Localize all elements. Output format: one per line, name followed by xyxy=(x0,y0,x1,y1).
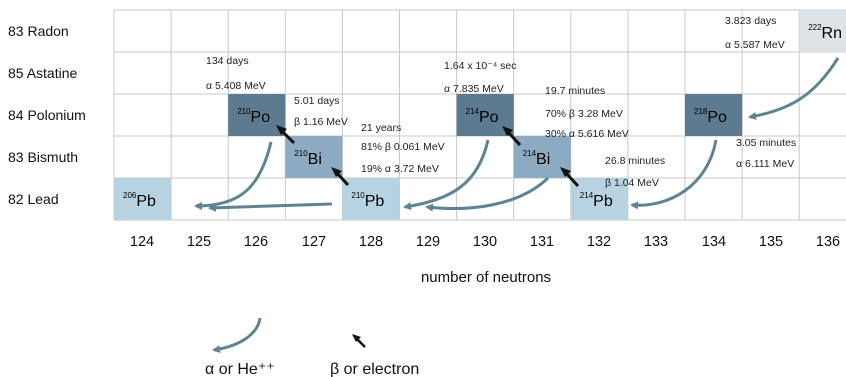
annotations: 3.823 days α 5.587 MeV 134 days α 5.408 … xyxy=(206,15,796,189)
bi210-beta: β 1.16 MeV xyxy=(294,116,348,128)
col-label-126: 126 xyxy=(244,234,268,250)
row-label-astatine: 85 Astatine xyxy=(8,65,77,81)
decay-arrows xyxy=(194,57,840,212)
nuclide-bi210: 210Bi xyxy=(285,136,343,178)
beta-legend-label: β or electron xyxy=(330,361,419,377)
nuclide-cell-bg xyxy=(799,10,846,52)
nuclide-label: 214Pb xyxy=(580,191,613,210)
nuclide-cell-bg xyxy=(342,178,400,220)
col-label-135: 135 xyxy=(759,234,783,250)
pb214-halflife: 26.8 minutes xyxy=(605,155,665,167)
nuclide-po218: 218Po xyxy=(685,94,743,136)
po214-halflife: 1.64 x 10⁻⁴ sec xyxy=(444,60,517,72)
bi214-beta: 70% β 3.28 MeV xyxy=(545,108,623,120)
po210-halflife: 134 days xyxy=(206,55,249,67)
pb210-alpha: 19% α 3.72 MeV xyxy=(361,163,439,175)
arrow-bi214-to-po214 xyxy=(502,126,522,147)
nuclide-label: 210Bi xyxy=(294,149,322,168)
po210-alpha: α 5.408 MeV xyxy=(206,80,266,92)
rn222-alpha: α 5.587 MeV xyxy=(725,39,785,51)
arrow-po218-to-pb214 xyxy=(630,139,718,210)
col-label-128: 128 xyxy=(359,234,383,250)
po218-halflife: 3.05 minutes xyxy=(736,137,796,149)
nuclide-cell-bg xyxy=(685,94,743,136)
bi214-alpha: 30% α 5.616 MeV xyxy=(545,128,629,140)
beta-legend-arrow-icon xyxy=(352,334,366,348)
nuclide-cell-bg xyxy=(114,178,172,220)
col-label-133: 133 xyxy=(644,234,668,250)
nuclide-label: 210Po xyxy=(237,107,270,126)
nuclide-cell-bg xyxy=(570,178,628,220)
alpha-legend-arrow-icon xyxy=(212,317,262,354)
pb210-beta: 81% β 0.061 MeV xyxy=(361,141,445,153)
col-label-131: 131 xyxy=(530,234,554,250)
col-label-124: 124 xyxy=(130,234,154,250)
arrow-pb210-to-pb206 xyxy=(208,202,333,212)
column-labels: 124 125 126 127 128 129 130 131 132 133 … xyxy=(130,234,840,250)
arrow-po210-to-pb206 xyxy=(194,141,273,210)
col-label-134: 134 xyxy=(702,234,726,250)
nuclide-label: 218Po xyxy=(694,107,727,126)
pb214-beta: β 1.04 MeV xyxy=(605,177,659,189)
row-label-radon: 83 Radon xyxy=(8,23,69,39)
po218-alpha: α 6.111 MeV xyxy=(736,158,794,170)
row-label-lead: 82 Lead xyxy=(8,191,59,207)
nuclide-label: 210Pb xyxy=(351,191,384,210)
nuclide-rn222: 222Rn xyxy=(799,10,846,52)
col-label-125: 125 xyxy=(187,234,211,250)
arrow-rn222-to-po218 xyxy=(748,57,840,120)
arrow-po214-to-pb210 xyxy=(403,139,490,211)
nuclide-cell-bg xyxy=(513,136,571,178)
nuclide-label: 214Po xyxy=(466,107,499,126)
col-label-132: 132 xyxy=(587,234,611,250)
nuclide-bi214: 214Bi xyxy=(513,136,571,178)
nuclide-po210: 210Po xyxy=(228,94,286,136)
col-label-130: 130 xyxy=(473,234,497,250)
nuclide-label: 206Pb xyxy=(123,191,156,210)
nuclide-pb206: 206Pb xyxy=(114,178,172,220)
pb210-halflife: 21 years xyxy=(361,122,401,134)
arrow-pb210-to-bi210 xyxy=(331,167,350,187)
nuclide-cells: 206Pb 210Po 210Bi 210Pb 214Po 214Bi 214Pb 218Po… xyxy=(114,10,846,220)
axis-title: number of neutrons xyxy=(421,269,551,286)
col-label-129: 129 xyxy=(416,234,440,250)
nuclide-cell-bg xyxy=(285,136,343,178)
rn222-halflife: 3.823 days xyxy=(725,15,776,27)
arrow-bi210-to-po210 xyxy=(276,125,296,145)
po214-alpha: α 7.835 MeV xyxy=(444,83,504,95)
alpha-legend-label: α or He⁺⁺ xyxy=(205,361,275,377)
col-label-136: 136 xyxy=(816,234,840,250)
nuclide-label: 214Bi xyxy=(523,149,551,168)
nuclide-pb210: 210Pb xyxy=(342,178,400,220)
legend: α or He⁺⁺ β or electron xyxy=(205,317,419,377)
nuclide-pb214: 214Pb xyxy=(570,178,628,220)
row-label-bismuth: 83 Bismuth xyxy=(8,149,78,165)
row-labels: 83 Radon 85 Astatine 84 Polonium 83 Bism… xyxy=(8,23,86,207)
col-label-127: 127 xyxy=(302,234,326,250)
bi210-halflife: 5.01 days xyxy=(294,95,340,107)
arrow-pb214-to-bi214 xyxy=(560,167,580,188)
bi214-halflife: 19.7 minutes xyxy=(545,85,605,97)
nuclide-label: 222Rn xyxy=(808,23,842,42)
nuclide-cell-bg xyxy=(228,94,286,136)
arrow-bi214-to-pb210 xyxy=(425,176,550,212)
row-label-polonium: 84 Polonium xyxy=(8,107,86,123)
